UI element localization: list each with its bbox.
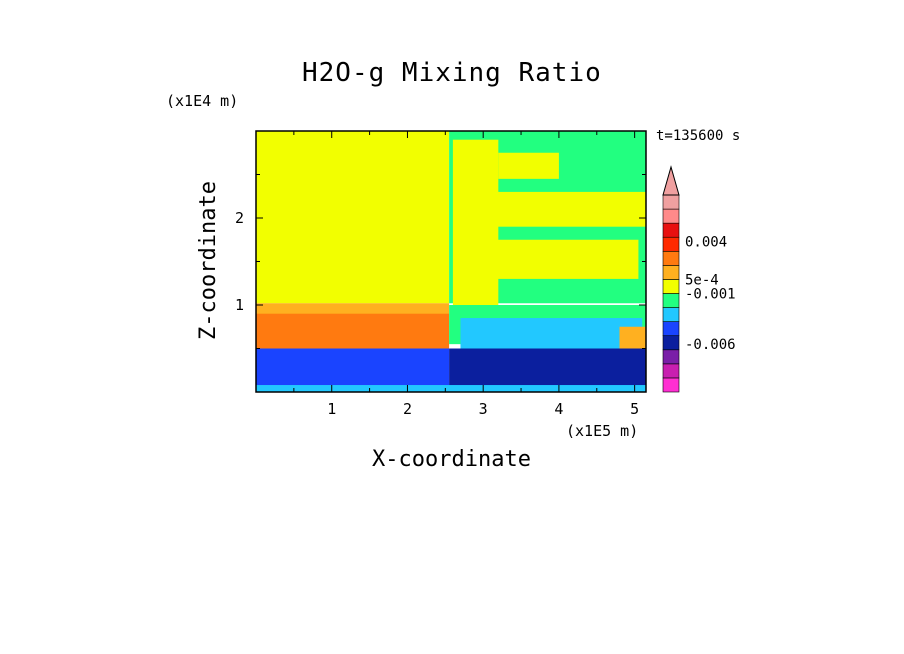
heatmap-region [513,204,612,214]
x-tick-label: 3 [479,400,488,418]
y-tick-label: 1 [235,296,244,314]
colorbar-label: -0.006 [685,337,736,353]
colorbar-segment [662,236,680,252]
colorbar-segment [662,250,680,266]
x-tick-label: 4 [554,400,563,418]
colorbar-segment [662,222,680,238]
colorbar-segment [662,265,680,280]
colorbar-extend-arrow [662,165,680,196]
colorbar-label: -0.001 [685,287,736,303]
x-tick-label: 5 [630,400,639,418]
heatmap-region [460,239,639,279]
colorbar-segment [662,335,680,351]
time-label: t=135600 s [656,128,741,144]
colorbar-segment [662,293,680,308]
colorbar-segment [662,321,680,337]
heatmap-region [498,152,559,179]
chart-title: H2O-g Mixing Ratio [302,58,602,88]
heatmap-region [460,318,643,349]
x-tick-label: 2 [403,400,412,418]
heatmap-region [256,385,646,392]
y-axis-unit: (x1E4 m) [166,92,239,110]
colorbar-segment [662,349,680,365]
colorbar-segment [662,377,680,393]
heatmap-region [256,131,450,304]
heatmap-region [256,313,450,349]
colorbar-segment [662,208,680,224]
colorbar-segment [662,194,680,210]
colorbar-segment [662,279,680,294]
colorbar-segment [662,307,680,322]
x-axis-unit: (x1E5 m) [566,422,639,440]
heatmap-region [256,348,450,392]
x-axis-label: X-coordinate [372,447,531,472]
heatmap-region [449,348,646,392]
y-tick-label: 2 [235,209,244,227]
colorbar-segment [662,363,680,379]
colorbar-label: 0.004 [685,234,727,250]
x-tick-label: 1 [327,400,336,418]
colorbar-label: 5e-4 [685,272,719,288]
